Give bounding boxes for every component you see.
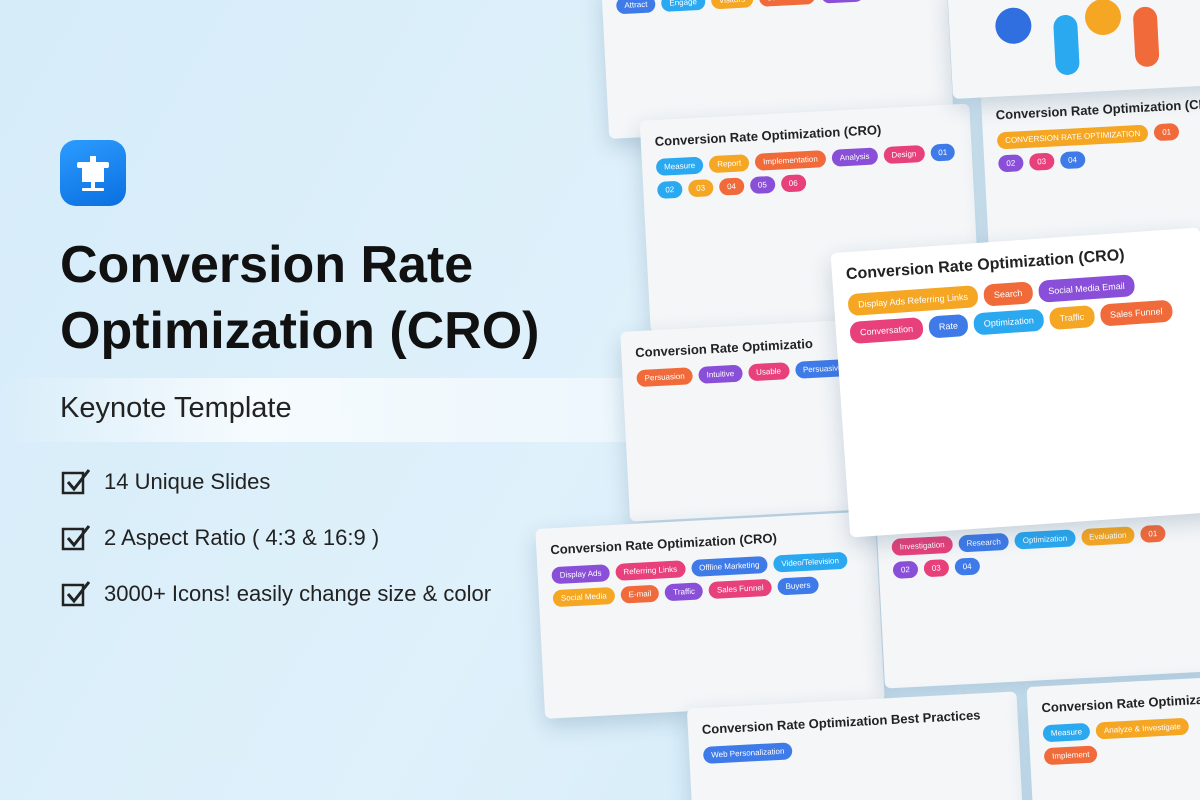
check-icon <box>61 525 91 551</box>
slide-label: Report <box>708 154 750 174</box>
slide-label: Traffic <box>1048 305 1095 331</box>
slide-labels: Attract Engage Visitors Sales Lead Engage <box>615 0 933 15</box>
slide-label: Measure <box>1042 722 1091 743</box>
slide-label: Design <box>883 144 925 165</box>
slide-label: Optimization <box>1014 529 1076 550</box>
slide-label: 04 <box>718 177 745 196</box>
feature: 2 Aspect Ratio ( 4:3 & 16:9 ) <box>60 522 379 554</box>
slide-label: Display Ads Referring Links <box>847 285 979 317</box>
slide-label: 03 <box>923 559 950 578</box>
feature-text: 14 Unique Slides <box>104 469 271 494</box>
main-title: Conversion Rate Optimization (CRO) <box>60 236 540 360</box>
slide-label: Display Ads <box>551 564 610 585</box>
slide-label: Intuitive <box>698 364 743 384</box>
slide-label: CONVERSION RATE OPTIMIZATION <box>996 124 1149 150</box>
slide-preview: Conversion Rate Optimiza Measure Analyze &… <box>1026 677 1200 800</box>
feature-text: 2 Aspect Ratio ( 4:3 & 16:9 ) <box>104 525 380 550</box>
slide-label: 04 <box>1059 150 1086 170</box>
slide-label: Engage <box>660 0 706 12</box>
slide-label: Web Personalization <box>702 742 793 764</box>
slide-label: Attract <box>615 0 656 15</box>
slide-labels: CONVERSION RATE OPTIMIZATION 01 02 03 04 <box>996 122 1200 173</box>
slide-label: Implementation <box>754 150 827 171</box>
slide-title: Conversion Rate Optimization (CR <box>995 96 1200 123</box>
slide-title: Conversion Rate Optimizatio <box>634 335 814 361</box>
slide-label: Analyze & Investigate <box>1095 717 1190 740</box>
slide-label: Measure <box>655 156 704 176</box>
slide-labels: Investigation Research Optimization Evaluat… <box>891 523 1195 579</box>
slide-label: 05 <box>749 175 776 195</box>
slide-label: Traffic <box>664 582 704 602</box>
podium-icon <box>77 156 109 191</box>
slide-label: Rate <box>928 313 969 339</box>
slide-label: Sales Funnel <box>708 578 773 600</box>
slide-preview: Conversion Rate Optimization Best Practi… <box>686 691 1024 800</box>
check-icon <box>61 581 91 607</box>
slide-label: 01 <box>1153 122 1180 142</box>
app-icon <box>60 140 126 206</box>
slide-label: Conversation <box>849 317 924 345</box>
slide-preview <box>947 0 1200 99</box>
subtitle: Keynote Template <box>60 392 292 424</box>
slide-label: Referring Links <box>614 560 686 581</box>
slide-label: Sales Funnel <box>1099 299 1174 327</box>
slide-label: Social Media <box>552 586 616 608</box>
slide-label: Sales Lead <box>758 0 816 7</box>
slide-labels: Measure Analyze & Investigate Implement <box>1042 717 1200 766</box>
slide-label: Social Media Email <box>1037 274 1136 303</box>
slide-label: Visitors <box>710 0 754 10</box>
slide-label: E-mail <box>620 584 660 604</box>
slide-title: Conversion Rate Optimization (CRO) <box>654 122 882 150</box>
slide-preview: Conversion Rate Optimization (CRO) Displa… <box>830 227 1200 538</box>
slide-label: Investigation <box>891 535 954 556</box>
slide-decoration <box>995 0 1160 75</box>
slide-label: Offline Marketing <box>690 555 768 577</box>
feature: 14 Unique Slides <box>60 466 270 498</box>
subtitle-band <box>0 378 640 442</box>
slide-label: 01 <box>929 143 956 162</box>
slide-label: Engage <box>820 0 865 4</box>
slide-label: 03 <box>1028 152 1055 171</box>
slide-label: 02 <box>997 154 1024 173</box>
slide-labels: Display Ads Referring Links Offline Market… <box>551 551 865 608</box>
slide-label: 03 <box>687 179 714 198</box>
slide-label: Video/Television <box>772 551 848 573</box>
slide-label: Analysis <box>831 147 878 167</box>
slide-label: Persuasion <box>636 367 694 388</box>
slide-preview: Conversion Rate Optimization (CRO) Displa… <box>535 511 885 719</box>
slide-label: 01 <box>1139 524 1166 543</box>
slide-labels: Persuasion Intuitive Usable Persuasive <box>636 358 869 388</box>
slide-label: Evaluation <box>1080 526 1135 547</box>
slide-labels: Web Personalization <box>702 731 1005 764</box>
slide-title: Conversion Rate Optimization Best Practi… <box>701 707 981 737</box>
slide-label: Implement <box>1043 745 1098 766</box>
slide-label: 06 <box>780 174 807 193</box>
feature: 3000+ Icons! easily change size & color <box>60 578 491 610</box>
slide-label: Buyers <box>777 576 819 596</box>
slide-label: Usable <box>747 362 790 382</box>
feature-text: 3000+ Icons! easily change size & color <box>104 581 492 606</box>
slide-labels: Measure Report Implementation Analysis Desig… <box>655 143 960 199</box>
slide-title: Conversion Rate Optimiza <box>1041 691 1200 716</box>
slide-label: 02 <box>656 180 683 199</box>
slide-label: 02 <box>892 560 919 579</box>
check-icon <box>61 469 91 495</box>
slide-label: 04 <box>954 557 981 576</box>
slide-label: Optimization <box>973 308 1045 336</box>
slide-label: Research <box>958 532 1010 553</box>
slide-label: Search <box>983 281 1034 307</box>
slide-labels: Display Ads Referring Links Search Social … <box>847 270 1192 345</box>
